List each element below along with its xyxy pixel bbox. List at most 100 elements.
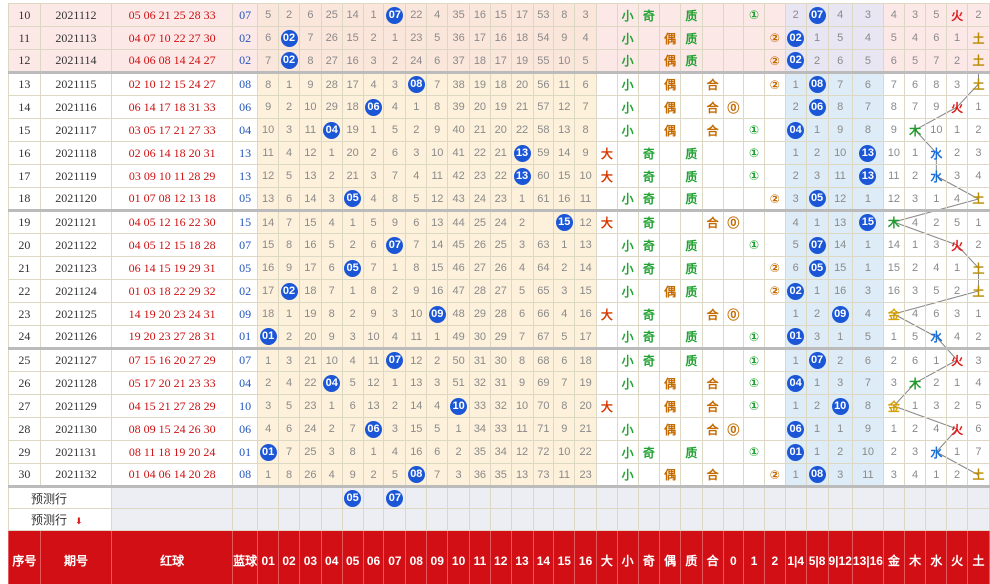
missing-count: 11 [510, 417, 534, 441]
missing-count: 9 [341, 463, 364, 487]
blue-zone-cell: 3 [805, 164, 829, 188]
missing-count: 21 [510, 95, 534, 119]
row-period: 2021121 [39, 209, 113, 234]
down-arrow-icon[interactable]: ⬇ [75, 516, 83, 526]
missing-count: 45 [447, 233, 471, 257]
blue-zone-cell: 3 [851, 3, 884, 27]
zone-odd [637, 95, 661, 119]
header-num: 06 [362, 530, 385, 584]
zone-r1: ① [743, 325, 765, 349]
row-red-balls: 05 17 20 21 23 33 [111, 371, 234, 395]
zone-r0 [722, 187, 745, 211]
row-period: 2021132 [39, 463, 113, 487]
zone-comp [701, 233, 724, 257]
missing-count: 5 [510, 279, 534, 303]
missing-count: 11 [257, 141, 280, 165]
prediction-cell [966, 485, 990, 509]
row-seq: 17 [8, 164, 41, 188]
missing-count: 9 [278, 256, 300, 280]
row-red-balls: 07 15 16 20 27 29 [111, 347, 234, 372]
row-blue-ball: 09 [232, 302, 259, 326]
element-count: 9 [925, 95, 948, 119]
zone-big: 大 [595, 209, 618, 234]
blue-zone-cell: 1 [805, 26, 829, 50]
header-num: 12 [489, 530, 512, 584]
missing-count: 26 [469, 233, 491, 257]
missing-count: 25 [298, 440, 322, 464]
zone-odd [637, 417, 661, 441]
header-zone: 奇 [637, 530, 661, 584]
element-count: 3 [925, 394, 948, 418]
blue-zone-cell: 08 [805, 71, 829, 96]
header-num: 09 [426, 530, 449, 584]
missing-count: 24 [298, 417, 322, 441]
prediction-cell [946, 485, 968, 509]
missing-count: 24 [489, 209, 512, 234]
element-count: 11 [882, 164, 905, 188]
blue-ball-marker: 02 [278, 279, 300, 303]
missing-count: 9 [257, 95, 280, 119]
missing-count: 1 [257, 347, 280, 372]
blue-zone-cell: 1 [805, 118, 829, 142]
missing-count: 1 [426, 325, 449, 349]
prediction-cell [925, 508, 948, 531]
element-count: 3 [946, 302, 968, 326]
row-seq: 22 [8, 279, 41, 303]
blue-zone-cell: 1 [805, 209, 829, 234]
prediction-blue [232, 508, 259, 531]
missing-count: 25 [469, 209, 491, 234]
zone-odd: 奇 [637, 302, 661, 326]
prediction-cell [278, 485, 300, 509]
row-seq: 26 [8, 371, 41, 395]
missing-count: 17 [510, 3, 534, 27]
missing-count: 43 [447, 187, 471, 211]
zone-big [595, 3, 618, 27]
missing-count: 12 [298, 141, 322, 165]
missing-count: 1 [320, 141, 343, 165]
missing-count: 19 [489, 95, 512, 119]
missing-count: 2 [362, 463, 385, 487]
table-row: 10 2021112 05 06 21 25 28 33 07 5 2 6 25 14 1 07 22… [8, 3, 990, 27]
missing-count: 8 [341, 440, 364, 464]
prediction-ball-icon[interactable]: 05 [344, 489, 362, 507]
blue-zone-cell: 2 [784, 3, 807, 27]
missing-count: 68 [532, 347, 555, 372]
zone-r0: ⓪ [722, 209, 745, 234]
element-count: 5 [903, 49, 927, 73]
zone-odd: 奇 [637, 187, 661, 211]
zone-comp: 合 [701, 463, 724, 487]
missing-count: 54 [532, 26, 555, 50]
element-marker: 土 [966, 49, 990, 73]
prediction-row[interactable]: 预测行 ⬇ [7, 508, 990, 531]
missing-count: 15 [426, 256, 449, 280]
missing-count: 8 [553, 394, 576, 418]
zone-prime [680, 71, 703, 96]
missing-count: 21 [298, 347, 322, 372]
element-marker: 金 [882, 394, 905, 418]
prediction-cell [882, 485, 905, 509]
missing-count: 13 [510, 463, 534, 487]
blue-zone-cell: 9 [827, 118, 853, 142]
missing-count: 2 [553, 256, 576, 280]
row-red-balls: 06 14 15 19 29 31 [111, 256, 234, 280]
element-marker: 木 [882, 209, 905, 234]
element-count: 2 [966, 3, 990, 27]
missing-count: 3 [383, 302, 407, 326]
zone-r0 [722, 279, 745, 303]
element-count: 4 [882, 3, 905, 27]
blue-zone-cell: 2 [805, 49, 829, 73]
blue-zone-cell: 1 [805, 440, 829, 464]
missing-count: 18 [510, 26, 534, 50]
missing-count: 24 [405, 49, 428, 73]
prediction-ball-icon[interactable]: 07 [386, 489, 404, 507]
blue-zone-cell: 1 [784, 347, 807, 372]
row-period: 2021113 [39, 26, 113, 50]
missing-count: 46 [447, 256, 471, 280]
zone-odd [637, 394, 661, 418]
prediction-row[interactable]: 预测行 05 07 [7, 485, 990, 509]
missing-count: 1 [383, 26, 407, 50]
blue-zone-cell: 1 [805, 371, 829, 395]
blue-zone-cell: 2 [784, 95, 807, 119]
element-count: 1 [946, 371, 968, 395]
missing-count: 18 [469, 49, 491, 73]
